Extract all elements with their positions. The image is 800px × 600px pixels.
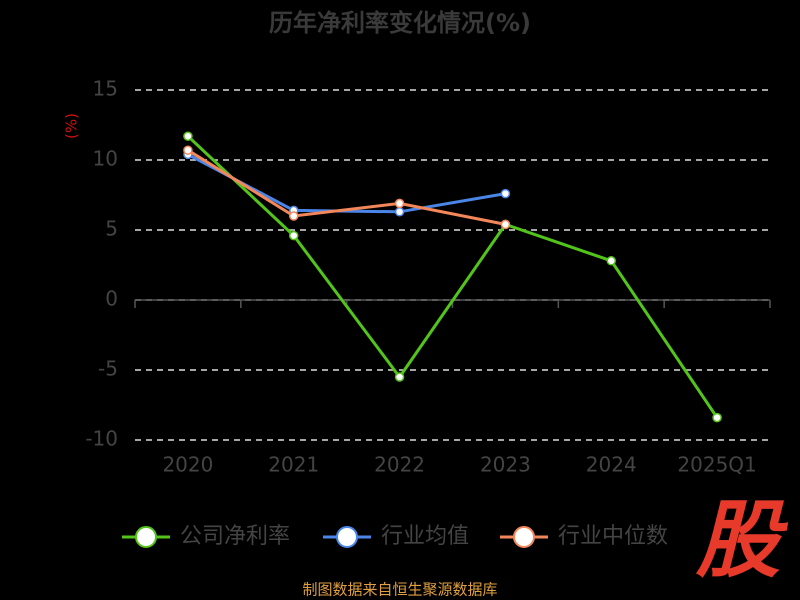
source-note: 制图数据来自恒生聚源数据库 (302, 581, 497, 599)
x-tick-label: 2024 (586, 453, 637, 477)
x-tick-label: 2021 (268, 453, 319, 477)
data-point (606, 256, 616, 266)
series-line (187, 153, 506, 214)
x-tick-label: 2020 (162, 453, 213, 477)
x-tick-label: 2022 (374, 453, 425, 477)
data-point (712, 412, 722, 423)
y-tick-label: -5 (98, 357, 118, 381)
legend-label: 行业中位数 (558, 524, 668, 549)
y-tick-label: 0 (105, 287, 118, 311)
legend-label: 行业均值 (381, 524, 469, 549)
x-tick-label: 2025Q1 (677, 453, 756, 477)
data-point (500, 219, 511, 230)
legend-label: 公司净利率 (180, 524, 290, 549)
data-point (183, 145, 193, 155)
data-point (394, 198, 405, 209)
data-point (289, 211, 299, 221)
y-tick-label: 15 (93, 77, 118, 101)
data-point (500, 188, 511, 199)
y-tick-label: 10 (93, 147, 118, 171)
y-tick-label: -10 (85, 427, 118, 451)
data-point (394, 372, 405, 382)
legend-marker (513, 526, 535, 548)
y-tick-label: 5 (105, 217, 118, 241)
x-tick-label: 2023 (480, 453, 531, 477)
series-line (187, 148, 506, 226)
chart-title: 历年净利率变化情况(%) (269, 9, 531, 37)
legend-marker (135, 526, 157, 548)
logo: 股 (695, 491, 789, 589)
legend-marker (336, 526, 358, 548)
data-point (394, 207, 405, 217)
data-point (183, 131, 193, 141)
data-point (289, 230, 299, 241)
series-line (186, 135, 719, 419)
y-axis-label: (%) (63, 113, 81, 139)
